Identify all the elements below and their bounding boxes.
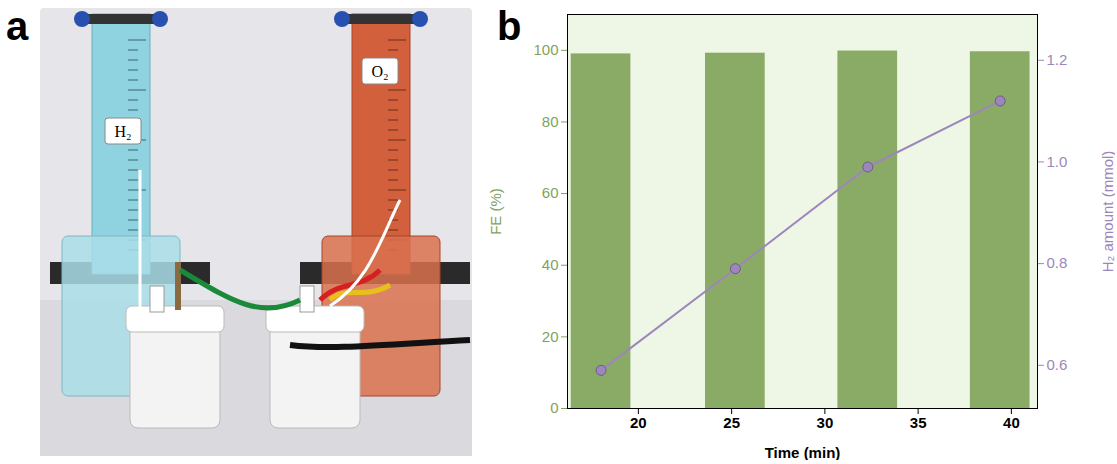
- svg-text:40: 40: [1003, 414, 1020, 431]
- svg-text:60: 60: [542, 184, 559, 201]
- svg-text:20: 20: [542, 328, 559, 345]
- svg-text:80: 80: [542, 113, 559, 130]
- svg-text:Time (min): Time (min): [765, 444, 841, 461]
- svg-text:FE (%): FE (%): [487, 188, 504, 235]
- svg-text:1.2: 1.2: [1047, 51, 1068, 68]
- svg-text:25: 25: [723, 414, 740, 431]
- svg-text:1.0: 1.0: [1047, 153, 1068, 170]
- svg-text:H₂: H₂: [114, 123, 131, 140]
- svg-text:0.6: 0.6: [1047, 356, 1068, 373]
- svg-text:H₂ amount (mmol): H₂ amount (mmol): [1099, 151, 1116, 273]
- html-text:b: b: [497, 4, 522, 48]
- svg-text:40: 40: [542, 256, 559, 273]
- svg-text:30: 30: [817, 414, 834, 431]
- svg-text:0.8: 0.8: [1047, 254, 1068, 271]
- svg-text:O₂: O₂: [371, 63, 388, 80]
- svg-text:35: 35: [910, 414, 927, 431]
- svg-text:0: 0: [550, 399, 558, 416]
- svg-text:20: 20: [630, 414, 647, 431]
- svg-text:100: 100: [533, 41, 558, 58]
- html-text:a: a: [6, 4, 29, 48]
